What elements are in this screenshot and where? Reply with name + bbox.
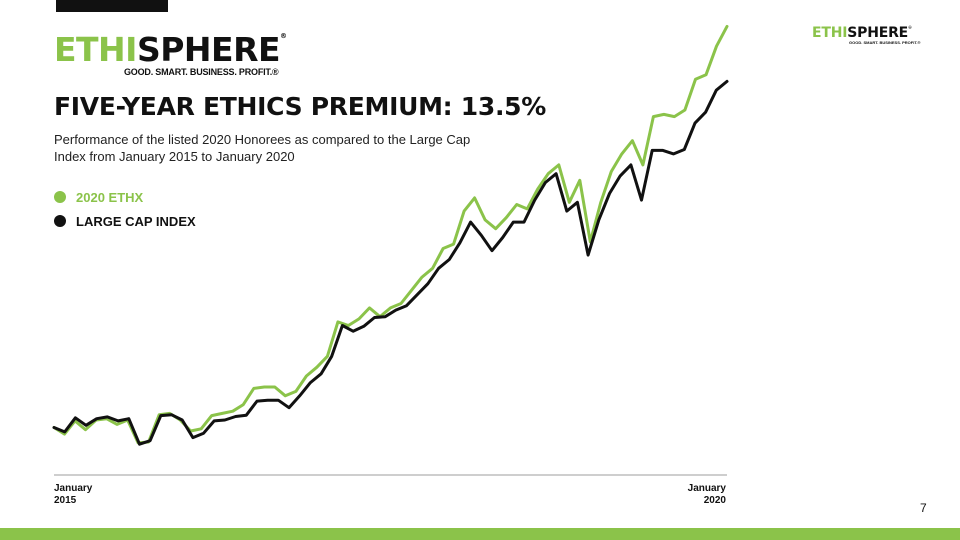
x-start-line-2: 2015 [54, 495, 77, 506]
top-decorative-bar [56, 0, 168, 12]
chart-subtitle: Performance of the listed 2020 Honorees … [54, 132, 471, 164]
legend-item-ethx: 2020 ETHX [54, 186, 196, 208]
bottom-decorative-bar [0, 528, 960, 540]
series-line-large-cap [52, 79, 729, 446]
x-start-line-1: January [54, 483, 93, 494]
legend-dot-ethx [54, 191, 66, 203]
legend-label-ethx: 2020 ETHX [76, 189, 144, 205]
chart-title: FIVE-YEAR ETHICS PREMIUM: 13.5% [54, 92, 547, 121]
series-line-ethx [52, 24, 729, 445]
logo-tagline: GOOD. SMART. BUSINESS. PROFIT.® [124, 67, 279, 77]
x-end-line-1: January [687, 483, 726, 494]
x-axis-start-label: January 2015 [54, 483, 92, 507]
x-axis-end-label: January 2020 [676, 483, 726, 507]
legend-label-large-cap: LARGE CAP INDEX [76, 213, 196, 229]
page-number: 7 [920, 501, 927, 515]
logo-wordmark: ETHISPHERE® [54, 30, 287, 69]
legend-dot-large-cap [54, 215, 66, 227]
mini-logo-wordmark: ETHISPHERE® [812, 25, 912, 41]
legend-item-large-cap: LARGE CAP INDEX [54, 210, 196, 232]
chart-legend: 2020 ETHX LARGE CAP INDEX [54, 186, 196, 234]
header-mini-logo: ETHISPHERE® GOOD. SMART. BUSINESS. PROFI… [812, 25, 920, 46]
mini-logo-tagline: GOOD. SMART. BUSINESS. PROFIT.® [849, 40, 921, 45]
x-end-line-2: 2020 [703, 495, 726, 506]
series-layer [52, 24, 729, 446]
ethisphere-logo: ETHISPHERE® GOOD. SMART. BUSINESS. PROFI… [54, 30, 287, 78]
